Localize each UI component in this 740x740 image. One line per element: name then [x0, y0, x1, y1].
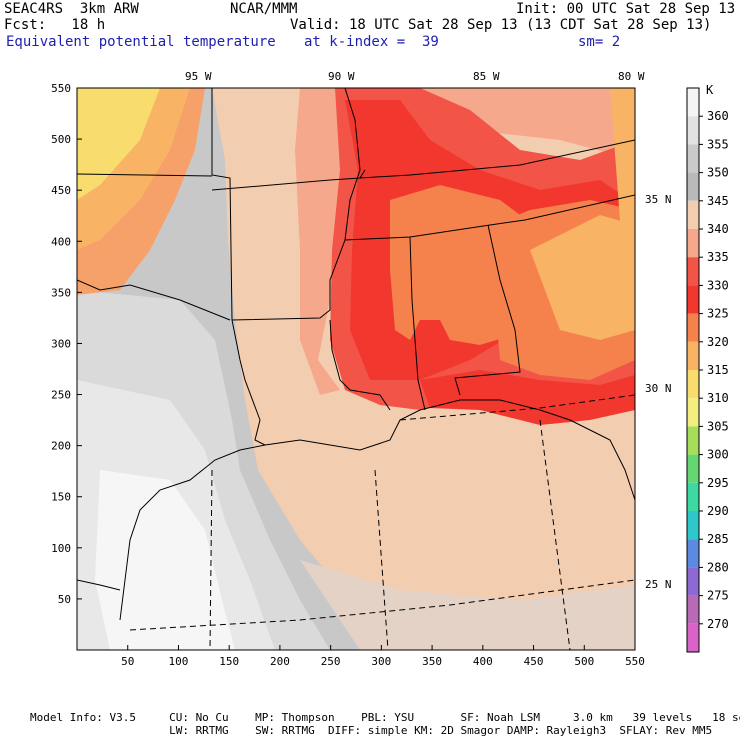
y-tick-label: 100	[51, 542, 71, 555]
lon-label-80w: 80 W	[618, 70, 645, 83]
colorbar-swatch	[687, 370, 699, 399]
colorbar-label: 300	[707, 448, 729, 462]
coastline	[264, 399, 635, 501]
y-tick-label: 550	[51, 82, 71, 95]
y-axis: 50 100 150 200 250 300 350 400 450 500 550	[51, 82, 82, 606]
colorbar-label: 345	[707, 194, 729, 208]
lon-label-90w: 90 W	[328, 70, 355, 83]
colorbar-label: 290	[707, 504, 729, 518]
y-tick-label: 400	[51, 235, 71, 248]
colorbar-label: 335	[707, 250, 729, 264]
y-tick-label: 200	[51, 440, 71, 453]
model-info-line1: Model Info: V3.5 CU: No Cu MP: Thompson …	[30, 711, 740, 724]
colorbar-swatch	[687, 567, 699, 596]
border-mexico	[77, 279, 231, 321]
colorbar-label: 275	[707, 589, 729, 603]
field-name: Equivalent potential temperature	[6, 34, 276, 50]
init-time: Init: 00 UTC Sat 28 Sep 13	[516, 1, 736, 17]
state-border	[344, 194, 635, 241]
y-tick-label: 450	[51, 184, 71, 197]
state-border	[329, 319, 391, 411]
colorbar-label: 340	[707, 222, 729, 236]
colorbar-swatch	[687, 482, 699, 511]
organization-label: NCAR/MMM	[230, 1, 298, 17]
colorbar-swatch	[687, 144, 699, 173]
border-mexico	[77, 579, 121, 591]
state-border	[77, 173, 213, 177]
x-axis: 50 100 150 200 250 300 350 400 450 500 550	[121, 645, 645, 668]
x-tick-label: 100	[169, 655, 189, 668]
model-info-line2: LW: RRTMG SW: RRTMG DIFF: simple KM: 2D …	[30, 724, 713, 737]
colorbar-swatch	[687, 595, 699, 624]
x-tick-label: 450	[524, 655, 544, 668]
forecast-hour: Fcst: 18 h	[4, 17, 106, 33]
colorbar-swatch	[687, 172, 699, 201]
colorbar-swatch	[687, 200, 699, 229]
colorbar-label: 295	[707, 476, 729, 490]
theta-e-field	[77, 88, 635, 650]
model-title: SEAC4RS 3km ARW	[4, 1, 139, 17]
x-tick-label: 50	[121, 655, 134, 668]
x-tick-label: 500	[574, 655, 594, 668]
colorbar-label: 325	[707, 307, 729, 321]
valid-time: Valid: 18 UTC Sat 28 Sep 13 (13 CDT Sat …	[290, 17, 712, 33]
lon-label-95w: 95 W	[185, 70, 212, 83]
lat-label-35n: 35 N	[645, 193, 672, 206]
y-tick-label: 50	[58, 593, 71, 606]
state-border	[211, 169, 366, 191]
x-tick-label: 300	[371, 655, 391, 668]
colorbar-swatch	[687, 341, 699, 370]
state-border	[211, 88, 266, 446]
colorbar-label: 310	[707, 391, 729, 405]
y-tick-label: 350	[51, 286, 71, 299]
lat-label-25n: 25 N	[645, 578, 672, 591]
colorbar-label: 280	[707, 560, 729, 574]
colorbar-label: 315	[707, 363, 729, 377]
colorbar-swatch	[687, 398, 699, 427]
x-tick-label: 250	[321, 655, 341, 668]
colorbar-label: 285	[707, 532, 729, 546]
x-tick-label: 150	[219, 655, 239, 668]
colorbar: K 360 355 350 345 340 335 330 325 320 315 310 305 30…	[686, 83, 729, 653]
colorbar-swatch	[687, 229, 699, 258]
colorbar-swatch	[687, 511, 699, 540]
colorbar-swatch	[687, 285, 699, 314]
colorbar-label: 270	[707, 617, 729, 631]
colorbar-swatch	[687, 623, 699, 652]
colorbar-label: 355	[707, 137, 729, 151]
colorbar-swatch	[687, 257, 699, 286]
level-index: at k-index = 39	[304, 34, 439, 50]
y-tick-label: 250	[51, 389, 71, 402]
y-tick-label: 150	[51, 491, 71, 504]
colorbar-unit: K	[706, 83, 714, 97]
colorbar-label: 350	[707, 166, 729, 180]
boundary-lines	[77, 88, 635, 621]
colorbar-swatch	[687, 313, 699, 342]
colorbar-label: 360	[707, 109, 729, 123]
x-tick-label: 350	[422, 655, 442, 668]
colorbar-label: 330	[707, 278, 729, 292]
lon-label-85w: 85 W	[473, 70, 500, 83]
x-tick-label: 400	[473, 655, 493, 668]
lat-label-30n: 30 N	[645, 382, 672, 395]
colorbar-swatch	[687, 454, 699, 483]
state-border	[454, 224, 521, 396]
colorbar-swatch	[687, 116, 699, 145]
smoothing-value: sm= 2	[578, 34, 621, 50]
state-border	[409, 236, 426, 411]
y-tick-label: 500	[51, 133, 71, 146]
coastline	[119, 444, 266, 621]
x-tick-label: 550	[625, 655, 645, 668]
colorbar-swatch	[687, 539, 699, 568]
maritime-boundaries	[129, 394, 635, 650]
x-tick-label: 200	[270, 655, 290, 668]
map-frame	[76, 87, 636, 651]
colorbar-label: 305	[707, 419, 729, 433]
state-border	[359, 139, 635, 179]
colorbar-label: 320	[707, 335, 729, 349]
colorbar-swatch	[687, 426, 699, 455]
y-tick-label: 300	[51, 337, 71, 350]
colorbar-swatch	[687, 88, 699, 117]
